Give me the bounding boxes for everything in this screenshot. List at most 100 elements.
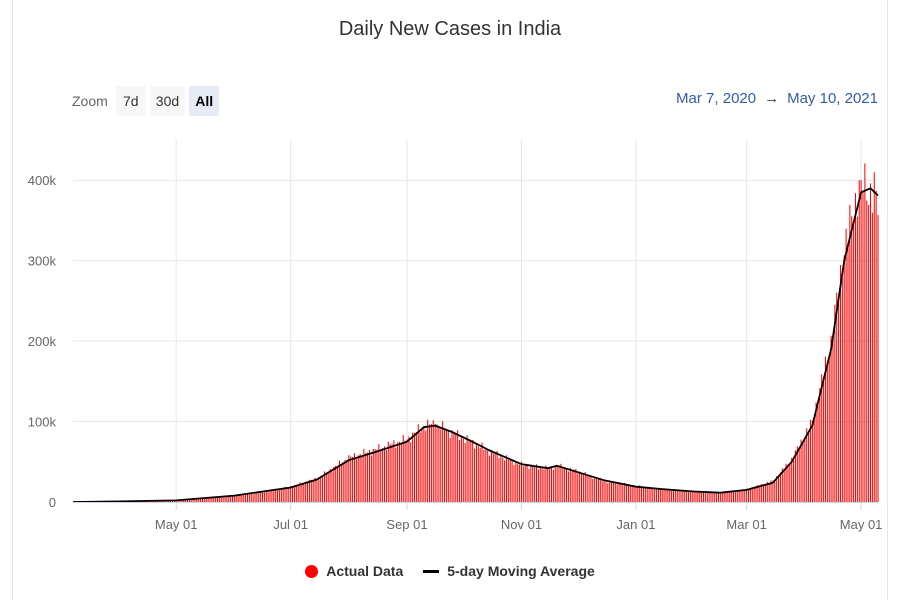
bar (427, 419, 429, 502)
bar (753, 487, 755, 502)
bar (866, 200, 868, 502)
bar (192, 499, 194, 502)
range-from-date[interactable]: Mar 7, 2020 (676, 90, 757, 107)
bar (612, 481, 614, 502)
legend-item-actual-data[interactable]: Actual Data (305, 563, 403, 579)
bar (277, 490, 279, 502)
bar (181, 499, 183, 502)
bar (340, 464, 342, 502)
bar (198, 499, 200, 502)
bar (308, 479, 310, 502)
bar (361, 455, 363, 502)
bar (278, 489, 280, 502)
bar (442, 421, 444, 502)
bar (318, 477, 320, 502)
legend-item-moving-average[interactable]: 5-day Moving Average (423, 563, 595, 579)
bar (819, 388, 821, 502)
x-tick-label: Sep 01 (386, 517, 427, 532)
bar (269, 490, 271, 502)
bar (323, 471, 325, 502)
bar (836, 292, 838, 502)
bar (723, 492, 725, 502)
bar (697, 491, 699, 502)
line-layer (72, 187, 879, 503)
bar (305, 481, 307, 502)
bar (496, 450, 498, 502)
bar (254, 493, 256, 502)
bar (809, 419, 811, 502)
bar (398, 441, 401, 502)
bar (216, 497, 218, 502)
bar (303, 483, 305, 502)
bar (224, 496, 226, 502)
bar (813, 418, 815, 502)
zoom-all-button[interactable]: All (189, 86, 220, 116)
bar (320, 475, 322, 502)
bar (186, 499, 188, 502)
bar (708, 492, 710, 502)
y-tick-label: 400k (28, 173, 57, 188)
range-to-date[interactable]: May 10, 2021 (787, 90, 878, 107)
bar (869, 183, 872, 502)
bar (841, 277, 843, 502)
bar (631, 486, 633, 502)
bar (579, 471, 581, 502)
bar (603, 480, 605, 502)
bar (541, 468, 543, 502)
bar (646, 488, 648, 502)
zoom-30d-button[interactable]: 30d (149, 86, 186, 116)
bar (209, 498, 211, 502)
bar (738, 491, 740, 502)
bar (702, 491, 704, 502)
bar (629, 484, 631, 502)
bar (526, 465, 528, 502)
y-tick-label: 100k (28, 415, 57, 430)
bar (669, 489, 671, 502)
bar (552, 469, 554, 502)
x-tick-label: Mar 01 (726, 517, 766, 532)
bar (682, 490, 684, 502)
bar (260, 491, 262, 502)
bar (693, 491, 695, 502)
bar (348, 455, 350, 502)
bar (684, 491, 686, 502)
legend: Actual Data 5-day Moving Average (0, 563, 900, 579)
bar (331, 471, 333, 502)
bar (196, 498, 198, 502)
bar (537, 469, 539, 502)
bar (316, 480, 318, 502)
bar (699, 492, 701, 502)
frame-border-right (887, 0, 888, 600)
bar (295, 484, 297, 502)
bar (644, 487, 646, 502)
frame-border-left (12, 0, 13, 600)
bar (599, 477, 601, 502)
bar (215, 497, 217, 502)
bar (397, 442, 399, 502)
bar (513, 465, 515, 502)
bar (258, 493, 260, 502)
x-tick-label: Nov 01 (501, 517, 542, 532)
bar (605, 481, 607, 502)
bar (504, 460, 506, 502)
bar (519, 464, 521, 502)
bar (562, 468, 564, 502)
black-line-icon (423, 569, 440, 573)
bar (359, 453, 361, 502)
bar (656, 489, 658, 502)
bar (352, 456, 354, 502)
x-tick-label: Jul 01 (273, 517, 308, 532)
bar (854, 193, 856, 502)
bar (466, 435, 468, 502)
bar (748, 489, 750, 502)
bar (736, 490, 738, 502)
bar (774, 480, 776, 502)
bar (860, 180, 862, 502)
zoom-7d-button[interactable]: 7d (115, 86, 146, 116)
bar (312, 480, 314, 502)
bar (190, 499, 192, 502)
bar (674, 490, 676, 502)
bar (288, 487, 290, 502)
bar (515, 461, 517, 502)
bar (185, 499, 187, 502)
